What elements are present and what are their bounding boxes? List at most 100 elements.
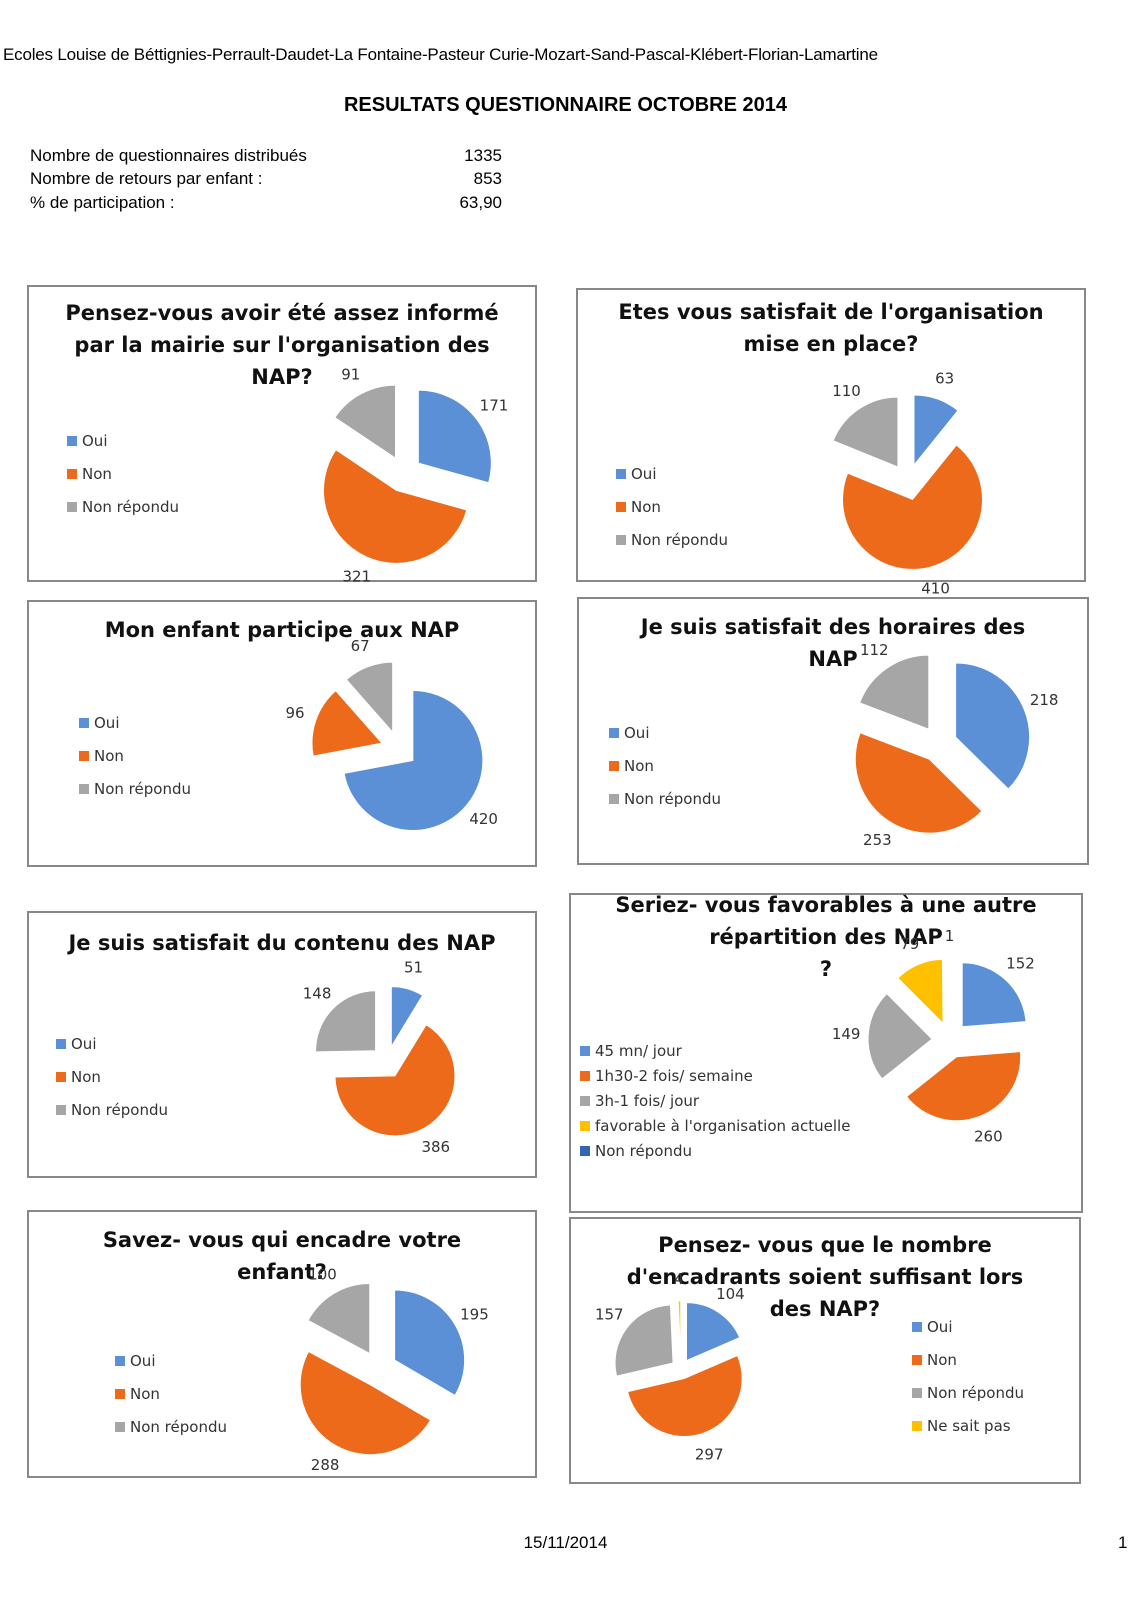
legend-label: Non — [82, 464, 112, 483]
pie-chart: 63 410 110 — [832, 369, 984, 597]
legend-swatch — [912, 1387, 922, 1398]
chart-title-line: Je suis satisfait du contenu des NAP — [68, 931, 496, 955]
legend-label: Non répondu — [624, 789, 721, 808]
legend-item: Non répondu — [115, 1410, 227, 1443]
legend-label: Oui — [624, 723, 650, 742]
data-label: 171 — [480, 397, 509, 415]
legend-item: 3h-1 fois/ jour — [580, 1088, 850, 1113]
data-label: 100 — [308, 1266, 337, 1284]
stat-value-participation: 63,90 — [459, 193, 502, 212]
schools-line: Ecoles Louise de Béttignies-Perrault-Dau… — [3, 45, 878, 64]
chart-title: Mon enfant participe aux NAP — [29, 614, 535, 646]
stat-label-distributed: Nombre de questionnaires distribués — [30, 146, 307, 165]
pie-chart: 51 386 148 — [303, 959, 456, 1156]
pie-slice — [311, 689, 383, 757]
legend-swatch — [616, 534, 626, 545]
legend-item: Oui — [56, 1027, 168, 1060]
legend-label: Non — [624, 756, 654, 775]
legend-swatch — [79, 750, 89, 761]
pie-slice — [627, 1354, 743, 1437]
footer-date: 15/11/2014 — [523, 1533, 608, 1552]
pie-chart: 420 96 67 — [285, 637, 498, 831]
legend-swatch — [115, 1355, 125, 1366]
chart-title: Pensez- vous que le nombre d'encadrants s… — [571, 1229, 1079, 1325]
data-label: 260 — [974, 1128, 1003, 1146]
pie-slice — [390, 986, 424, 1049]
legend-item: Non — [609, 749, 721, 782]
legend-label: Non — [130, 1384, 160, 1403]
legend-swatch — [67, 501, 77, 512]
legend-item: Non répondu — [67, 490, 179, 523]
chart-schedule-satisfaction: Je suis satisfait des horaires des NAP Oui… — [577, 597, 1089, 865]
legend-item: Non répondu — [616, 523, 728, 556]
chart-title-line: Savez- vous qui encadre votre — [102, 1228, 462, 1252]
pie-slice — [299, 1350, 432, 1456]
pie-slice — [614, 1304, 674, 1377]
legend-swatch — [115, 1388, 125, 1399]
pie-slice — [913, 394, 959, 467]
chart-title-line: Pensez- vous que le nombre — [658, 1233, 992, 1257]
legend-label: Oui — [631, 464, 657, 483]
stat-value-returns: 853 — [473, 169, 502, 188]
data-label: 1 — [945, 927, 955, 945]
chart-title-line: d'encadrants soient suffisant lors — [626, 1265, 1024, 1289]
pie-slice — [897, 958, 944, 1025]
data-label: 297 — [695, 1445, 724, 1463]
legend-item: Non — [115, 1377, 227, 1410]
legend-item: Non répondu — [912, 1376, 1024, 1409]
chart-legend: Oui Non Non répondu Ne sait pas — [912, 1310, 1024, 1442]
data-label: 67 — [351, 637, 370, 655]
chart-supervision-knowledge: Savez- vous qui encadre votre enfant? Oui N… — [27, 1210, 537, 1478]
chart-title-line: NAP — [808, 647, 858, 671]
data-label: 218 — [1030, 691, 1059, 709]
legend-label: favorable à l'organisation actuelle — [595, 1116, 851, 1135]
chart-title-line: des NAP? — [769, 1297, 881, 1321]
legend-swatch — [616, 501, 626, 512]
legend-swatch — [609, 727, 619, 738]
chart-title-line: NAP? — [251, 365, 313, 389]
legend-item: 45 mn/ jour — [580, 1038, 850, 1063]
legend-swatch — [67, 468, 77, 479]
data-label: 149 — [832, 1025, 861, 1043]
legend-label: Oui — [94, 713, 120, 732]
legend-item: Oui — [609, 716, 721, 749]
legend-swatch — [580, 1145, 590, 1156]
pie-chart: 218 253 112 — [854, 641, 1059, 849]
legend-swatch — [616, 468, 626, 479]
pie-slice — [322, 449, 468, 564]
data-label: 96 — [285, 704, 304, 722]
legend-label: Oui — [82, 431, 108, 450]
chart-title-line: Je suis satisfait des horaires des — [640, 615, 1026, 639]
legend-label: Non répondu — [130, 1417, 227, 1436]
legend-label: Non répondu — [927, 1383, 1024, 1402]
pie-slice — [307, 1283, 371, 1355]
data-label: 420 — [469, 810, 498, 828]
legend-item: Non — [79, 739, 191, 772]
pie-slice — [961, 962, 1027, 1028]
legend-item: Oui — [67, 424, 179, 457]
data-label: 91 — [341, 365, 360, 383]
legend-swatch — [912, 1420, 922, 1431]
pie-slice — [842, 444, 984, 570]
legend-label: Non répondu — [631, 530, 728, 549]
legend-item: Non — [912, 1343, 1024, 1376]
pie-slice — [315, 990, 377, 1053]
chart-title: Pensez-vous avoir été assez informé par l… — [29, 297, 535, 393]
legend-item: Non répondu — [56, 1093, 168, 1126]
page-title: RESULTATS QUESTIONNAIRE OCTOBRE 2014 — [343, 94, 788, 116]
chart-title: Je suis satisfait des horaires des NAP — [579, 611, 1087, 675]
legend-item: Ne sait pas — [912, 1409, 1024, 1442]
chart-title: Seriez- vous favorables à une autre répar… — [571, 889, 1081, 985]
chart-legend: Oui Non Non répondu — [56, 1027, 168, 1126]
chart-legend: Oui Non Non répondu — [616, 457, 728, 556]
legend-swatch — [580, 1045, 590, 1056]
data-label: 195 — [460, 1305, 489, 1323]
chart-legend: Oui Non Non répondu — [609, 716, 721, 815]
chart-title-line: Seriez- vous favorables à une autre — [615, 893, 1037, 917]
data-label: 79 — [900, 935, 919, 953]
legend-label: Oui — [130, 1351, 156, 1370]
pie-slice — [417, 389, 492, 484]
chart-title: Etes vous satisfait de l'organisation mis… — [578, 296, 1084, 360]
legend-item: Non répondu — [580, 1138, 850, 1163]
legend-item: Oui — [115, 1344, 227, 1377]
